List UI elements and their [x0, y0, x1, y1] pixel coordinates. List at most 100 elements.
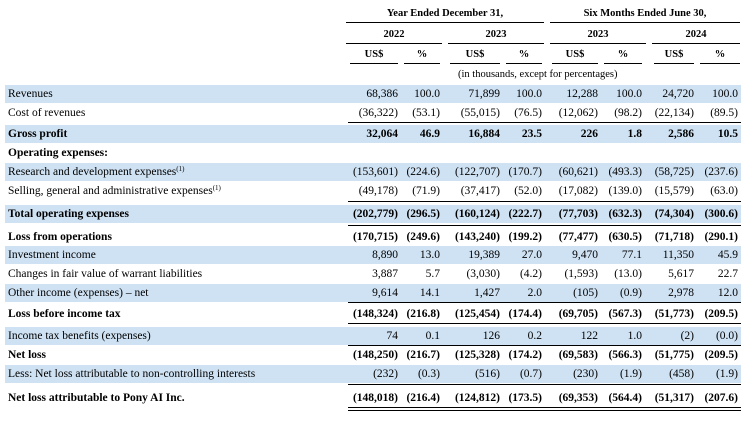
table-row-warrant-liabilities: Changes in fair value of warrant liabili…: [5, 265, 741, 283]
cell-2022-amount: (148,324): [352, 308, 398, 320]
col-header-currency: US$: [565, 49, 585, 60]
cell-2022-percent: 5.7: [425, 268, 440, 280]
cell-2023-percent: (4.2): [519, 268, 542, 280]
cell-2022-percent: (296.5): [406, 208, 440, 220]
col-header-underline: [552, 63, 598, 64]
year-header-underline: [448, 43, 544, 44]
cell-h1-2023-amount: (105): [573, 287, 598, 299]
cell-2022-amount: 32,064: [366, 128, 398, 140]
cell-h1-2023-amount: (1,593): [564, 268, 598, 280]
cell-2023-percent: 0.2: [527, 330, 542, 342]
row-label: Other income (expenses) – net: [8, 287, 149, 299]
cell-2023-amount: (160,124): [454, 208, 500, 220]
cell-h1-2024-amount: (22,134): [654, 107, 694, 119]
col-header-percent: %: [416, 49, 428, 60]
cell-2022-amount: (36,322): [358, 107, 398, 119]
year-header-2024-h1: 2024: [685, 29, 707, 40]
cell-h1-2023-amount: 12,288: [566, 88, 598, 100]
col-header-currency: US$: [364, 49, 384, 60]
cell-2023-amount: (125,454): [454, 308, 500, 320]
footnote-marker: (1): [212, 184, 221, 192]
cell-2022-percent: (216.7): [406, 349, 440, 361]
units-note: (in thousands, except for percentages): [458, 69, 618, 80]
period-header-year-ended: Year Ended December 31,: [386, 8, 504, 19]
cell-h1-2023-amount: (69,353): [558, 392, 598, 404]
cell-2022-amount: (202,779): [352, 208, 398, 220]
cell-2023-percent: 2.0: [527, 287, 542, 299]
period-header-underline: [346, 22, 544, 23]
cell-2023-percent: (76.5): [514, 107, 542, 119]
cell-2023-amount: 126: [482, 330, 500, 342]
cell-h1-2023-amount: 226: [580, 128, 598, 140]
cell-2023-percent: (52.0): [514, 185, 542, 197]
cell-h1-2023-percent: (139.0): [608, 185, 642, 197]
row-label: Less: Net loss attributable to non-contr…: [8, 368, 256, 380]
cell-h1-2024-percent: (209.5): [704, 349, 738, 361]
cell-2023-amount: (516): [475, 368, 500, 380]
cell-h1-2023-percent: 100.0: [616, 88, 642, 100]
year-header-underline: [346, 43, 442, 44]
cell-h1-2024-percent: (63.0): [710, 185, 738, 197]
cell-2023-amount: (122,707): [454, 166, 500, 178]
col-header-percent: %: [518, 49, 530, 60]
row-label: Net loss: [8, 349, 47, 361]
cell-h1-2023-amount: (77,703): [558, 208, 598, 220]
table-row-gross-profit: Gross profit 32,064 46.9 16,884 23.5 226…: [5, 125, 741, 143]
cell-h1-2024-amount: 2,586: [668, 128, 694, 140]
cell-h1-2023-amount: (77,477): [558, 231, 598, 243]
cell-h1-2023-percent: (632.3): [608, 208, 642, 220]
cell-2023-amount: 71,899: [468, 88, 500, 100]
cell-2022-amount: (153,601): [352, 166, 398, 178]
cell-2022-amount: (148,018): [352, 392, 398, 404]
cell-2022-percent: (53.1): [412, 107, 440, 119]
cell-2022-percent: 14.1: [419, 287, 440, 299]
cell-h1-2023-percent: (566.3): [608, 349, 642, 361]
cell-h1-2023-percent: (630.5): [608, 231, 642, 243]
cell-2022-percent: 0.1: [425, 330, 440, 342]
row-label: Operating expenses:: [8, 147, 108, 159]
cell-h1-2023-amount: (69,583): [558, 349, 598, 361]
cell-h1-2023-amount: 9,470: [572, 249, 598, 261]
year-header-underline: [550, 43, 646, 44]
table-row-net-loss-attributable: Net loss attributable to Pony AI Inc. (1…: [5, 389, 741, 407]
cell-h1-2024-percent: 100.0: [712, 88, 738, 100]
year-header-2022: 2022: [383, 29, 405, 40]
cell-2023-amount: 19,389: [468, 249, 500, 261]
cell-2022-amount: (170,715): [352, 231, 398, 243]
cell-2022-percent: (249.6): [406, 231, 440, 243]
period-header-underline: [550, 22, 740, 23]
row-label-text: Selling, general and administrative expe…: [8, 185, 213, 197]
col-header-underline: [700, 63, 740, 64]
cell-h1-2023-amount: (12,062): [558, 107, 598, 119]
cell-h1-2024-percent: (207.6): [704, 392, 738, 404]
cell-2023-amount: 16,884: [468, 128, 500, 140]
cell-h1-2023-amount: 122: [580, 330, 598, 342]
cell-h1-2023-amount: (60,621): [558, 166, 598, 178]
cell-2022-amount: (148,250): [352, 349, 398, 361]
cell-h1-2024-percent: (300.6): [704, 208, 738, 220]
cell-h1-2024-amount: (15,579): [654, 185, 694, 197]
row-label: Cost of revenues: [8, 107, 86, 119]
cell-2022-percent: 100.0: [414, 88, 440, 100]
cell-2022-percent: (216.4): [406, 392, 440, 404]
cell-h1-2024-amount: (2): [680, 330, 694, 342]
subtotal-rule: [348, 201, 741, 202]
cell-h1-2024-amount: 5,617: [668, 268, 694, 280]
year-header-underline: [652, 43, 740, 44]
cell-2022-amount: 74: [386, 330, 399, 342]
table-row-revenues: Revenues 68,386 100.0 71,899 100.0 12,28…: [5, 85, 741, 103]
cell-2022-amount: 9,614: [372, 287, 398, 299]
cell-2022-amount: 8,890: [372, 249, 398, 261]
period-header-six-months: Six Months Ended June 30,: [583, 8, 707, 19]
cell-h1-2024-amount: (74,304): [654, 208, 694, 220]
cell-h1-2023-percent: (564.4): [608, 392, 642, 404]
footnote-marker: (1): [176, 165, 185, 173]
cell-2023-percent: (222.7): [508, 208, 542, 220]
cell-h1-2024-percent: (237.6): [704, 166, 738, 178]
cell-h1-2023-percent: 1.8: [627, 128, 642, 140]
cell-h1-2024-amount: (458): [669, 368, 694, 380]
col-header-underline: [350, 63, 398, 64]
cell-2022-percent: 13.0: [419, 249, 440, 261]
cell-h1-2023-amount: (230): [573, 368, 598, 380]
row-label: Loss before income tax: [8, 308, 121, 320]
